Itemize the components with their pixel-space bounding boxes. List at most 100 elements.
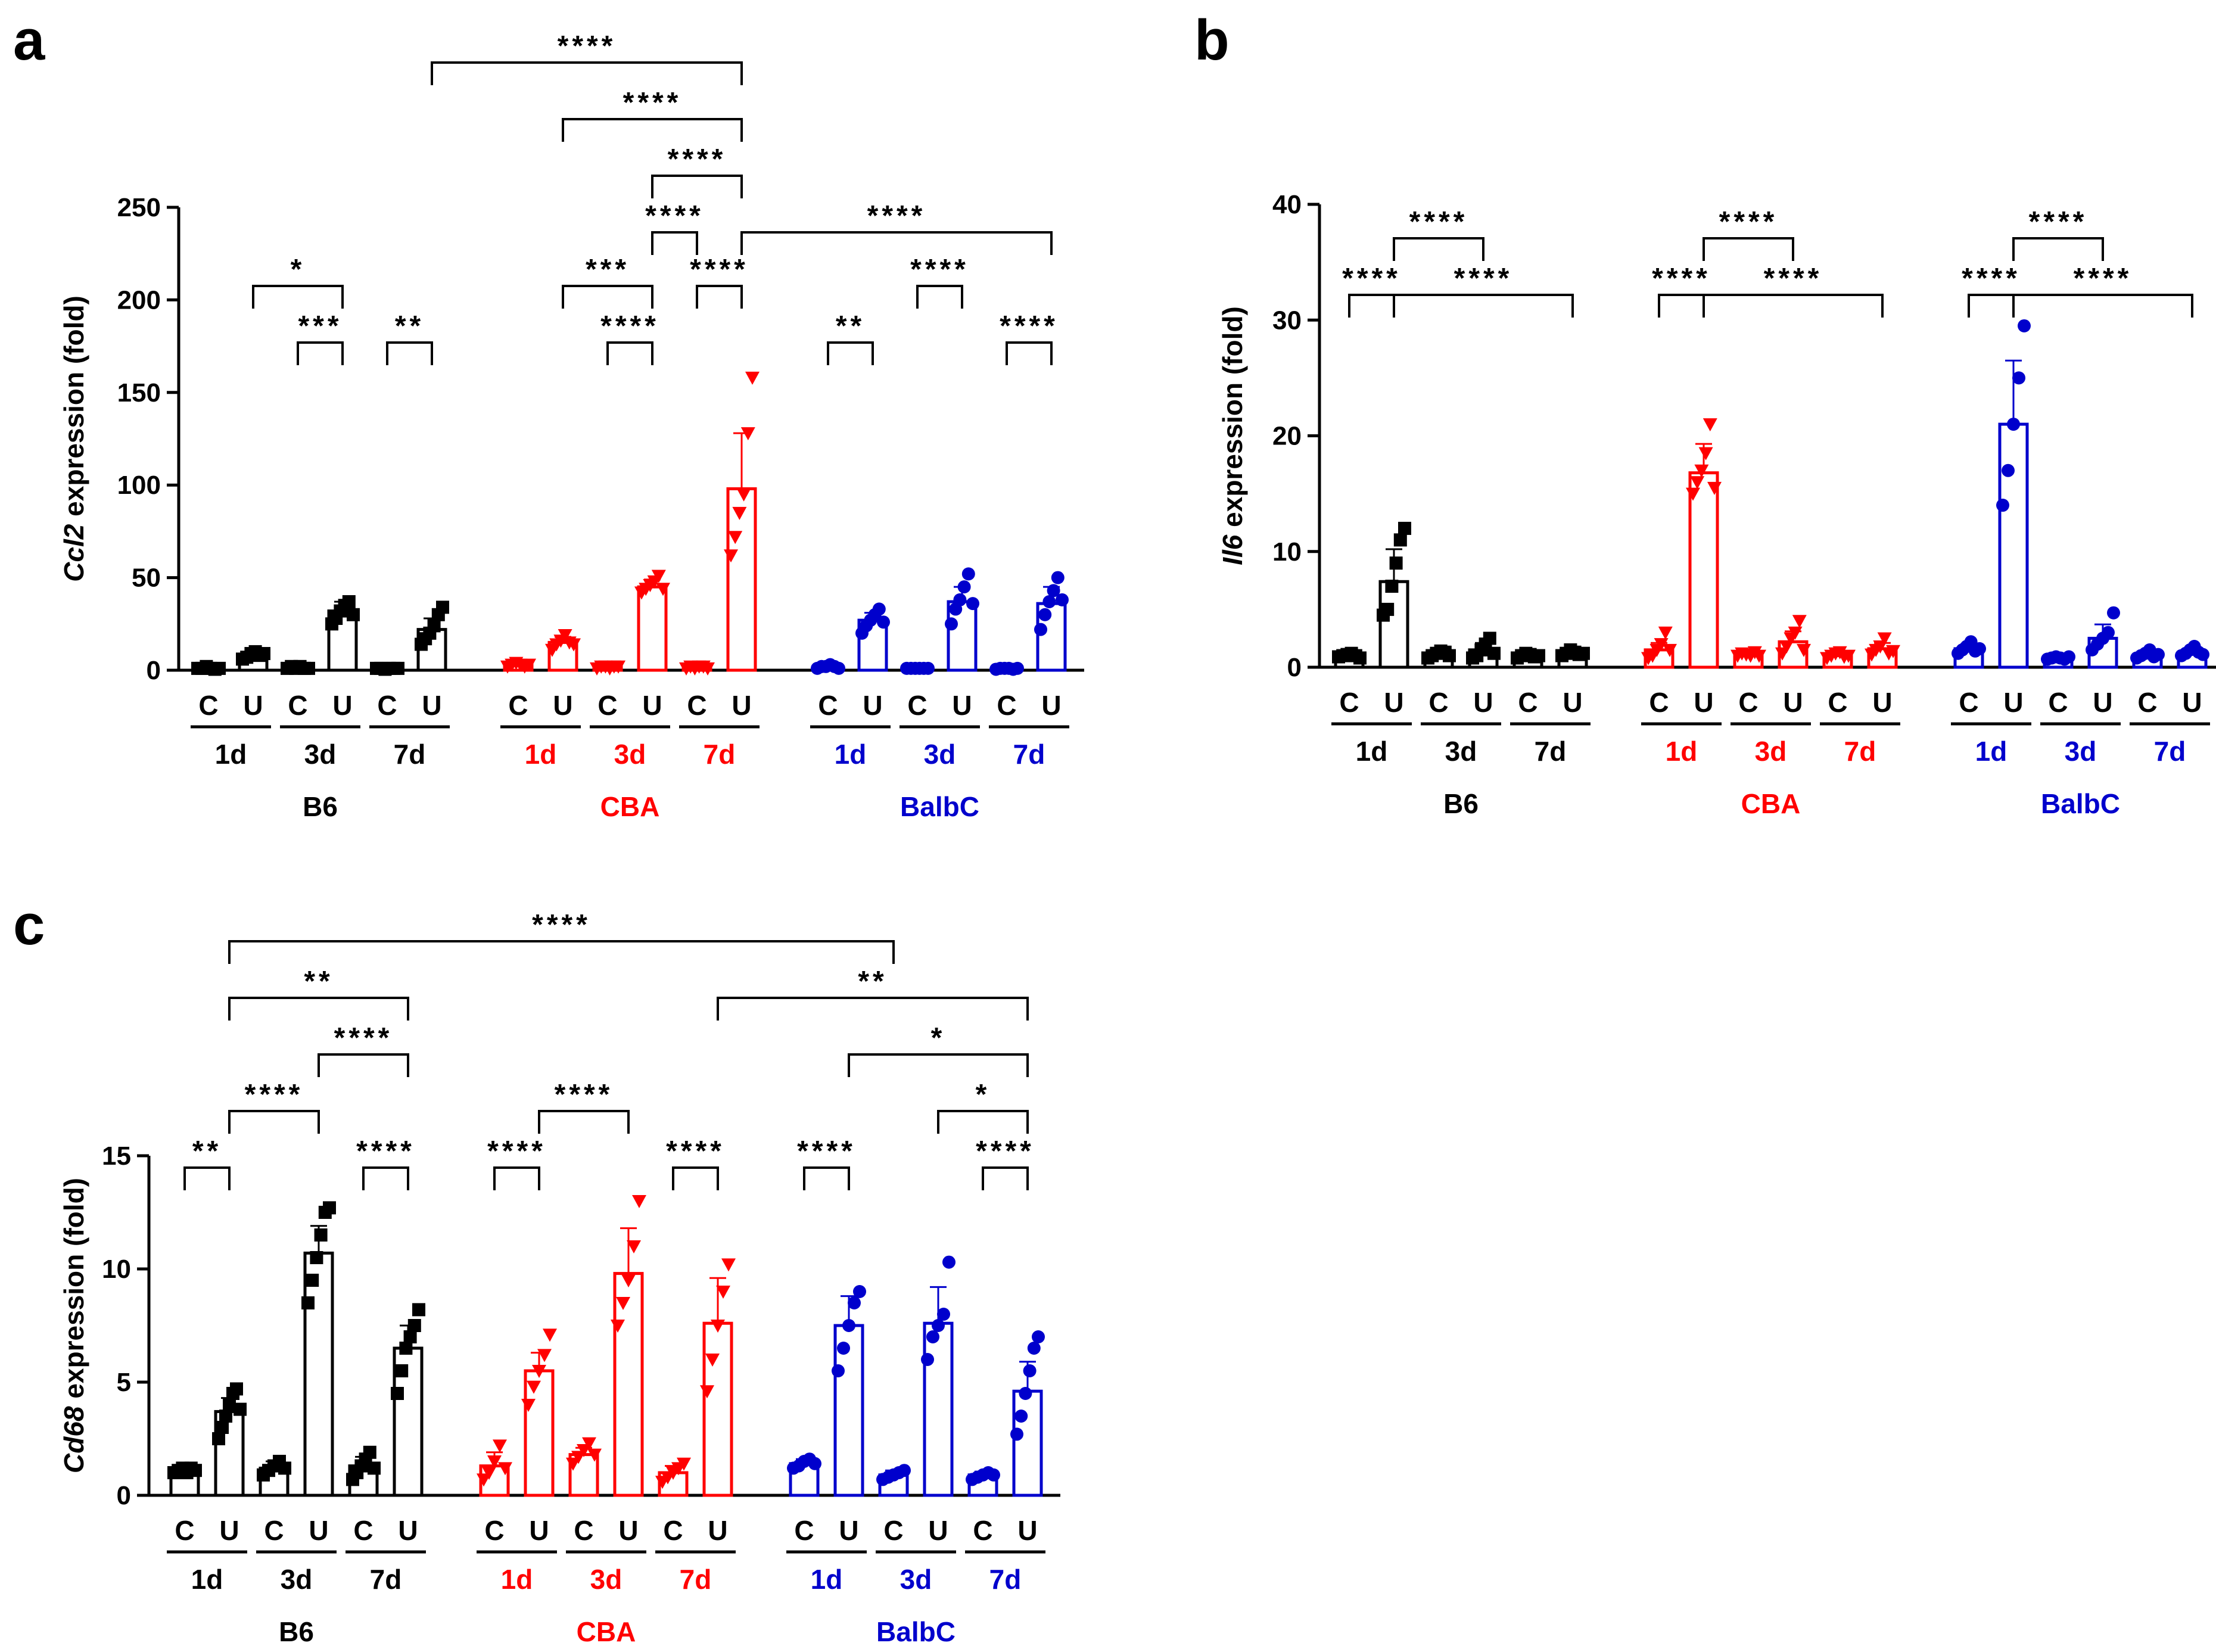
significance-stars: ** — [192, 1135, 222, 1167]
x-tick-label: U — [398, 1515, 418, 1546]
data-point — [1792, 615, 1807, 629]
data-point — [403, 1330, 417, 1343]
y-tick-label: 150 — [117, 378, 161, 407]
x-tick-label: U — [1041, 690, 1061, 721]
data-point — [1658, 626, 1673, 640]
data-point — [522, 658, 536, 672]
x-tick-label: U — [1563, 687, 1582, 718]
data-point — [427, 619, 441, 633]
significance-bracket — [1006, 341, 1053, 365]
y-tick-label: 15 — [102, 1141, 131, 1171]
x-tick-label: U — [1017, 1515, 1037, 1546]
x-tick-label: U — [732, 690, 751, 721]
significance-stars: **** — [1962, 263, 2021, 294]
y-tick-label: 0 — [1287, 653, 1302, 682]
significance-bracket — [1703, 237, 1794, 261]
data-point — [961, 567, 975, 581]
x-tick-label: C — [794, 1515, 814, 1546]
x-tick-label: C — [883, 1515, 903, 1546]
significance-stars: **** — [2029, 206, 2088, 238]
data-point — [1023, 1364, 1037, 1377]
strain-label: CBA — [577, 1616, 636, 1647]
data-point — [323, 1201, 336, 1215]
data-point — [234, 1402, 247, 1416]
data-point — [1532, 649, 1545, 662]
data-point — [412, 1303, 425, 1317]
data-point — [587, 1448, 602, 1462]
y-axis-label-gene: Ccl2 — [58, 524, 89, 582]
y-axis-label: Il6 expression (fold) — [1217, 306, 1248, 565]
x-tick-label: C — [1339, 687, 1359, 718]
strain-label: B6 — [303, 791, 338, 822]
x-tick-label: U — [1473, 687, 1493, 718]
significance-bracket — [1393, 237, 1484, 261]
significance-bracket — [228, 940, 895, 964]
data-point — [740, 427, 755, 441]
y-axis-label: Cd68 expression (fold) — [58, 1178, 89, 1473]
data-point — [842, 1319, 855, 1332]
time-label: 7d — [704, 739, 736, 770]
time-label: 1d — [811, 1564, 843, 1595]
x-tick-label: C — [1428, 687, 1448, 718]
data-point — [1011, 661, 1024, 675]
data-point — [1841, 649, 1856, 663]
data-point — [837, 1342, 850, 1355]
x-tick-label: U — [553, 690, 572, 721]
significance-bracket — [183, 1166, 231, 1190]
time-label: 7d — [2154, 736, 2186, 767]
significance-bracket — [431, 61, 743, 85]
bar — [857, 618, 888, 672]
data-point — [1027, 1342, 1041, 1355]
significance-bracket — [696, 285, 743, 309]
time-label: 3d — [900, 1564, 932, 1595]
time-label: 7d — [1844, 736, 1876, 767]
significance-bracket — [318, 1053, 409, 1077]
data-point — [1019, 1387, 1032, 1400]
x-tick-label: U — [642, 690, 662, 721]
time-label: 1d — [191, 1564, 223, 1595]
data-point — [745, 371, 760, 385]
strain-label: CBA — [1741, 788, 1801, 819]
data-point — [477, 1473, 491, 1487]
significance-bracket — [1348, 294, 1395, 318]
data-point — [257, 647, 270, 661]
data-point — [616, 1297, 630, 1310]
significance-stars: **** — [1454, 263, 1513, 294]
data-point — [1577, 646, 1590, 660]
data-point — [1010, 1427, 1023, 1441]
data-point — [926, 1330, 939, 1343]
data-point — [705, 1354, 720, 1367]
data-point — [953, 593, 967, 606]
significance-bracket — [2012, 294, 2193, 318]
data-point — [921, 1353, 934, 1366]
data-point — [566, 1457, 580, 1471]
data-point — [853, 1285, 866, 1298]
data-point — [877, 615, 890, 629]
x-tick-label: C — [1738, 687, 1758, 718]
data-point — [2152, 648, 2165, 661]
data-point — [724, 549, 738, 563]
x-tick-label: U — [2003, 687, 2023, 718]
data-point — [945, 617, 958, 631]
data-point — [314, 1228, 328, 1242]
data-point — [212, 1432, 225, 1445]
significance-bracket — [803, 1166, 850, 1190]
time-label: 1d — [1666, 736, 1698, 767]
significance-stars: **** — [976, 1135, 1035, 1167]
data-point — [701, 662, 715, 676]
data-point — [957, 580, 971, 594]
significance-bracket — [651, 231, 698, 255]
significance-bracket — [740, 231, 1053, 255]
significance-bracket — [2012, 237, 2104, 261]
x-tick-label: U — [1783, 687, 1803, 718]
strain-label: BalbC — [900, 791, 979, 822]
x-tick-label: C — [508, 690, 528, 721]
significance-stars: **** — [532, 909, 591, 941]
data-point — [2012, 371, 2025, 385]
data-point — [728, 531, 743, 545]
data-point — [527, 1380, 541, 1394]
significance-bracket — [562, 285, 653, 309]
significance-stars: **** — [2074, 263, 2133, 294]
